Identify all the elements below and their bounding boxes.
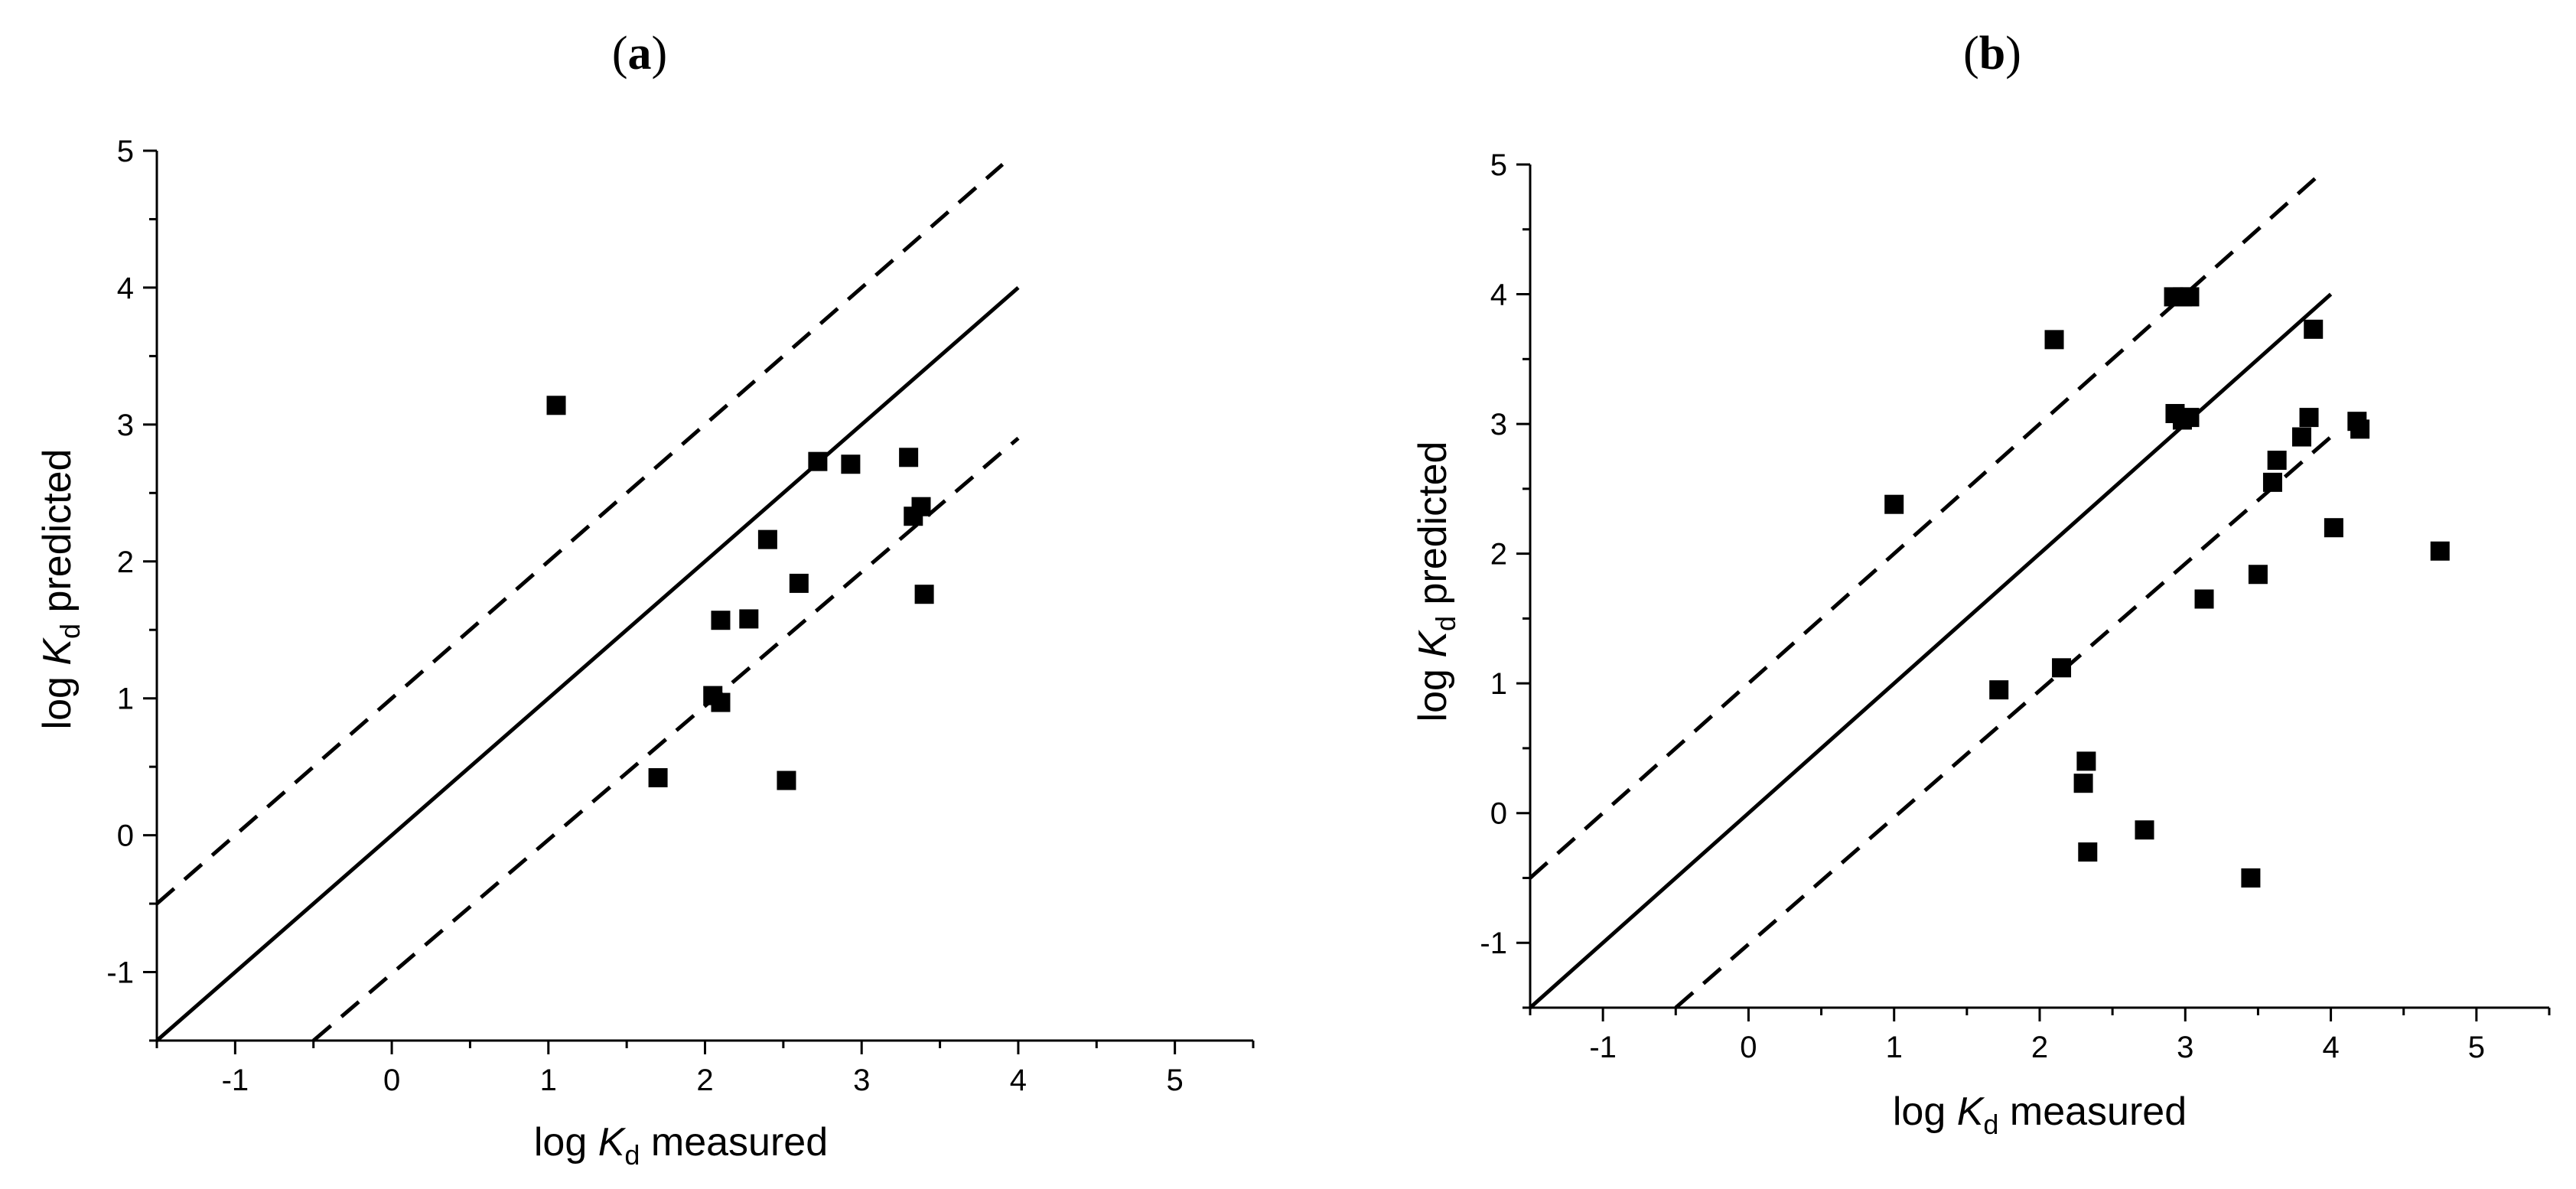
panel-a: (a) -1 0 1 2 3 4 5 -1 0 1 2 3 4 5 log Kd measured log…	[35, 28, 1255, 1171]
panel-a-y-tick-label: 5	[117, 135, 134, 168]
panel-b-data-point	[2180, 287, 2200, 307]
panel-a-data-point	[841, 454, 861, 474]
panel-a-y-tick-label: 3	[117, 409, 134, 442]
panel-b-data-points	[1884, 287, 2450, 888]
panel-a-data-point	[914, 585, 934, 604]
panel-a-x-tick-label: -1	[222, 1064, 249, 1097]
panel-b-data-point	[2076, 751, 2096, 771]
panel-b-data-point	[2248, 565, 2268, 585]
panel-b-data-point	[2304, 319, 2324, 339]
panel-a-x-tick-label: 4	[1010, 1064, 1027, 1097]
panel-b-y-tick-label: 1	[1490, 667, 1507, 701]
panel-b-y-tick-label: -1	[1480, 927, 1507, 960]
panel-b-x-tick-label: 1	[1886, 1031, 1903, 1064]
panel-a-y-tick-label: 4	[117, 272, 134, 305]
panel-a-x-tick-label: 0	[383, 1064, 400, 1097]
panel-a-data-point	[711, 611, 731, 630]
panel-a-data-point	[739, 609, 759, 629]
panel-b-lower-bound-line	[1674, 435, 2333, 1009]
panel-b-y-tick-label: 4	[1490, 279, 1507, 312]
panel-b-data-point	[2180, 408, 2200, 428]
panel-b-data-point	[2350, 419, 2370, 439]
panel-a-y-axis-label: log Kd predicted	[35, 449, 86, 730]
panel-b-data-point	[2262, 472, 2282, 492]
panel-b-x-tick-label: 0	[1740, 1031, 1757, 1064]
panel-b-tick-labels: -1 0 1 2 3 4 5 -1 0 1 2 3 4 5	[1480, 148, 2485, 1064]
panel-b-axes	[1516, 163, 2551, 1021]
panel-b-x-axis-label: log Kd measured	[1893, 1090, 2187, 1140]
panel-b-upper-bound-line	[1529, 176, 2318, 880]
panel-a-data-point	[711, 692, 731, 712]
panel-a-identity-line	[155, 286, 1020, 1042]
panel-a-title: (a)	[612, 28, 667, 80]
panel-a-x-tick-label: 2	[696, 1064, 713, 1097]
panel-a-data-point	[808, 451, 828, 471]
panel-b-data-point	[2044, 330, 2064, 350]
panel-b-identity-line	[1529, 292, 2333, 1009]
panel-b-data-point	[2052, 658, 2072, 678]
panel-b-x-tick-label: 2	[2031, 1031, 2048, 1064]
panel-b-y-axis-label: log Kd predicted	[1411, 441, 1461, 722]
panel-b-data-point	[2430, 541, 2450, 561]
panel-b-x-tick-label: -1	[1589, 1031, 1617, 1064]
panel-b-data-point	[2324, 518, 2343, 538]
panel-a-data-points	[546, 396, 934, 790]
panel-b-data-point	[2299, 408, 2319, 428]
panel-b-data-point	[2078, 842, 2098, 862]
panel-a-data-point	[546, 396, 566, 415]
panel-a-y-tick-label: -1	[106, 956, 134, 990]
panel-a-data-point	[911, 497, 931, 516]
panel-a-x-tick-label: 1	[540, 1064, 557, 1097]
panel-b: (b) -1 0 1 2 3 4 5 -1 0 1 2 3 4 5 log Kd measured log…	[1411, 28, 2551, 1140]
panel-a-lower-bound-line	[312, 436, 1020, 1042]
panel-a-reference-lines	[155, 163, 1020, 1042]
panel-b-data-point	[2267, 451, 2287, 471]
panel-a-data-point	[789, 573, 809, 593]
panel-b-y-tick-label: 2	[1490, 538, 1507, 572]
panel-b-x-tick-label: 3	[2177, 1031, 2193, 1064]
panel-b-data-point	[2194, 589, 2214, 609]
panel-a-x-axis-label: log Kd measured	[534, 1120, 828, 1171]
panel-a-data-point	[899, 448, 919, 467]
panel-b-data-point	[2073, 774, 2093, 793]
panel-a-y-tick-label: 1	[117, 682, 134, 716]
panel-b-data-point	[1884, 494, 1904, 514]
panel-b-data-point	[1989, 680, 2009, 700]
panel-a-data-point	[757, 529, 777, 549]
panel-b-data-point	[2135, 820, 2154, 840]
panel-b-x-tick-label: 4	[2322, 1031, 2339, 1064]
panel-a-y-tick-label: 0	[117, 819, 134, 853]
panel-a-y-tick-label: 2	[117, 546, 134, 579]
panel-b-data-point	[2292, 427, 2312, 447]
panel-b-y-tick-label: 0	[1490, 797, 1507, 831]
panel-b-y-tick-label: 5	[1490, 148, 1507, 182]
panel-b-y-tick-label: 3	[1490, 408, 1507, 441]
panel-a-axes	[143, 149, 1255, 1054]
panel-a-tick-labels: -1 0 1 2 3 4 5 -1 0 1 2 3 4 5	[106, 135, 1183, 1097]
panel-a-data-point	[648, 767, 668, 787]
panel-a-upper-bound-line	[155, 163, 1005, 905]
panel-b-title: (b)	[1963, 28, 2021, 80]
panel-a-x-tick-label: 3	[853, 1064, 870, 1097]
panel-a-data-point	[777, 770, 796, 790]
panel-b-x-tick-label: 5	[2468, 1031, 2485, 1064]
panel-b-data-point	[2241, 868, 2261, 888]
panel-a-x-tick-label: 5	[1167, 1064, 1184, 1097]
